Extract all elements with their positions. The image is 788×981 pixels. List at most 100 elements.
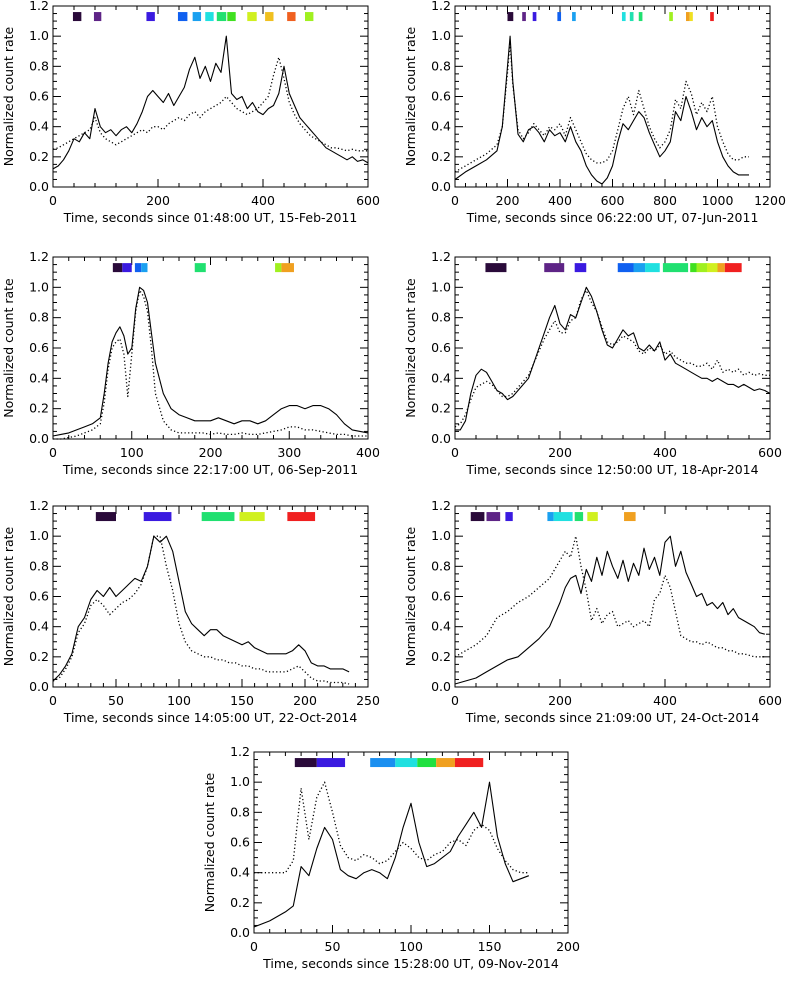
plot-frame bbox=[454, 5, 771, 188]
interval-bar bbox=[192, 12, 202, 22]
y-tick-label: 0.2 bbox=[431, 149, 451, 164]
interval-bar bbox=[275, 263, 282, 273]
chart-panel-5: 0 50 100 150 200 250 0.0 0.2 0.4 0.6 0.8 1.0 1.2 Time… bbox=[1, 498, 380, 725]
plot-frame bbox=[454, 505, 771, 688]
series-line-dotted bbox=[454, 41, 749, 173]
x-tick-label: 200 bbox=[496, 193, 520, 208]
x-axis-label: Time, seconds since 01:48:00 UT, 15-Feb-… bbox=[63, 210, 358, 225]
interval-bar bbox=[696, 263, 707, 273]
chart-panel-1: 0 200 400 600 0.0 0.2 0.4 0.6 0.8 1.0 1.2 Time, sec… bbox=[1, 0, 380, 225]
y-tick-label: 0.6 bbox=[29, 340, 49, 355]
x-tick-label: 0 bbox=[451, 693, 459, 708]
y-tick-label: 0.4 bbox=[29, 619, 49, 634]
y-tick-label: 0.8 bbox=[29, 558, 49, 573]
interval-bar bbox=[194, 263, 206, 273]
chart-panel-7: 0 50 100 150 200 0.0 0.2 0.4 0.6 0.8 1.0 1.2 Time, s… bbox=[202, 744, 580, 971]
series-line-solid bbox=[253, 781, 529, 928]
x-tick-label: 400 bbox=[251, 193, 275, 208]
y-tick-label: 1.0 bbox=[29, 279, 49, 294]
x-tick-label: 400 bbox=[548, 193, 572, 208]
interval-bar bbox=[707, 263, 718, 273]
y-axis-label: Normalized count rate bbox=[403, 278, 418, 418]
interval-bar bbox=[532, 12, 537, 22]
series-line-solid bbox=[52, 286, 369, 437]
interval-bar bbox=[470, 512, 485, 522]
y-tick-label: 0.6 bbox=[431, 589, 451, 604]
y-tick-label: 1.2 bbox=[431, 0, 451, 13]
x-tick-label: 800 bbox=[653, 193, 677, 208]
interval-bar bbox=[216, 12, 227, 22]
series-line-dotted bbox=[52, 56, 368, 152]
interval-bar bbox=[717, 263, 725, 273]
series-line-solid bbox=[454, 35, 749, 185]
y-tick-label: 0.0 bbox=[230, 925, 250, 940]
x-tick-label: 0 bbox=[451, 445, 459, 460]
y-tick-label: 0.2 bbox=[431, 649, 451, 664]
interval-bar bbox=[690, 263, 697, 273]
x-tick-label: 200 bbox=[146, 193, 170, 208]
y-axis-label: Normalized count rate bbox=[1, 526, 16, 666]
y-tick-label: 0.2 bbox=[29, 649, 49, 664]
x-tick-label: 150 bbox=[230, 693, 254, 708]
y-tick-label: 0.8 bbox=[431, 558, 451, 573]
interval-bar bbox=[305, 12, 314, 22]
x-axis-label: Time, seconds since 12:50:00 UT, 18-Apr-… bbox=[465, 462, 758, 477]
y-tick-label: 0.0 bbox=[431, 179, 451, 194]
series-line-dotted bbox=[454, 535, 765, 658]
y-tick-label: 0.4 bbox=[431, 370, 451, 385]
x-tick-label: 600 bbox=[758, 693, 782, 708]
y-tick-label: 1.0 bbox=[431, 528, 451, 543]
x-tick-label: 100 bbox=[167, 693, 191, 708]
y-tick-label: 0.8 bbox=[230, 804, 250, 819]
interval-bar bbox=[122, 263, 132, 273]
x-axis-label: Time, seconds since 15:28:00 UT, 09-Nov-… bbox=[262, 956, 559, 971]
y-axis-label: Normalized count rate bbox=[403, 526, 418, 666]
interval-bar bbox=[485, 263, 507, 273]
interval-bar bbox=[287, 512, 316, 522]
series-line-dotted bbox=[52, 535, 350, 685]
interval-bar bbox=[572, 12, 576, 22]
interval-bar bbox=[281, 263, 294, 273]
y-axis-label: Normalized count rate bbox=[202, 772, 217, 912]
y-tick-label: 1.0 bbox=[230, 774, 250, 789]
interval-bar bbox=[294, 758, 317, 768]
y-tick-label: 0.4 bbox=[431, 619, 451, 634]
y-tick-label: 1.2 bbox=[431, 498, 451, 513]
y-tick-label: 1.2 bbox=[29, 249, 49, 264]
x-tick-label: 600 bbox=[601, 193, 625, 208]
x-tick-label: 600 bbox=[356, 193, 380, 208]
interval-bar bbox=[177, 12, 188, 22]
y-tick-label: 0.0 bbox=[29, 679, 49, 694]
y-tick-label: 1.2 bbox=[29, 0, 49, 13]
series-line-solid bbox=[52, 35, 369, 170]
x-tick-label: 300 bbox=[277, 445, 301, 460]
x-tick-label: 50 bbox=[325, 939, 341, 954]
y-tick-label: 0.6 bbox=[29, 589, 49, 604]
x-tick-label: 150 bbox=[478, 939, 502, 954]
interval-bar bbox=[287, 12, 296, 22]
interval-bar bbox=[633, 263, 646, 273]
y-tick-label: 0.4 bbox=[431, 119, 451, 134]
interval-bar bbox=[587, 512, 598, 522]
interval-bar bbox=[112, 263, 123, 273]
interval-bar bbox=[686, 12, 690, 22]
x-tick-label: 0 bbox=[49, 693, 57, 708]
y-tick-label: 0.2 bbox=[230, 895, 250, 910]
x-tick-label: 100 bbox=[120, 445, 144, 460]
y-tick-label: 0.4 bbox=[29, 119, 49, 134]
x-tick-label: 200 bbox=[548, 445, 572, 460]
y-tick-label: 0.8 bbox=[431, 310, 451, 325]
y-tick-label: 0.2 bbox=[431, 401, 451, 416]
x-tick-label: 400 bbox=[653, 693, 677, 708]
interval-bar bbox=[205, 12, 214, 22]
y-tick-label: 0.4 bbox=[29, 370, 49, 385]
x-axis-label: Time, seconds since 06:22:00 UT, 07-Jun-… bbox=[466, 210, 759, 225]
series-line-dotted bbox=[254, 781, 529, 874]
interval-bar bbox=[95, 512, 116, 522]
y-tick-label: 1.2 bbox=[431, 249, 451, 264]
x-tick-label: 400 bbox=[653, 445, 677, 460]
interval-bar bbox=[134, 263, 142, 273]
interval-bar bbox=[370, 758, 396, 768]
interval-bar bbox=[239, 512, 265, 522]
x-tick-label: 0 bbox=[49, 445, 57, 460]
